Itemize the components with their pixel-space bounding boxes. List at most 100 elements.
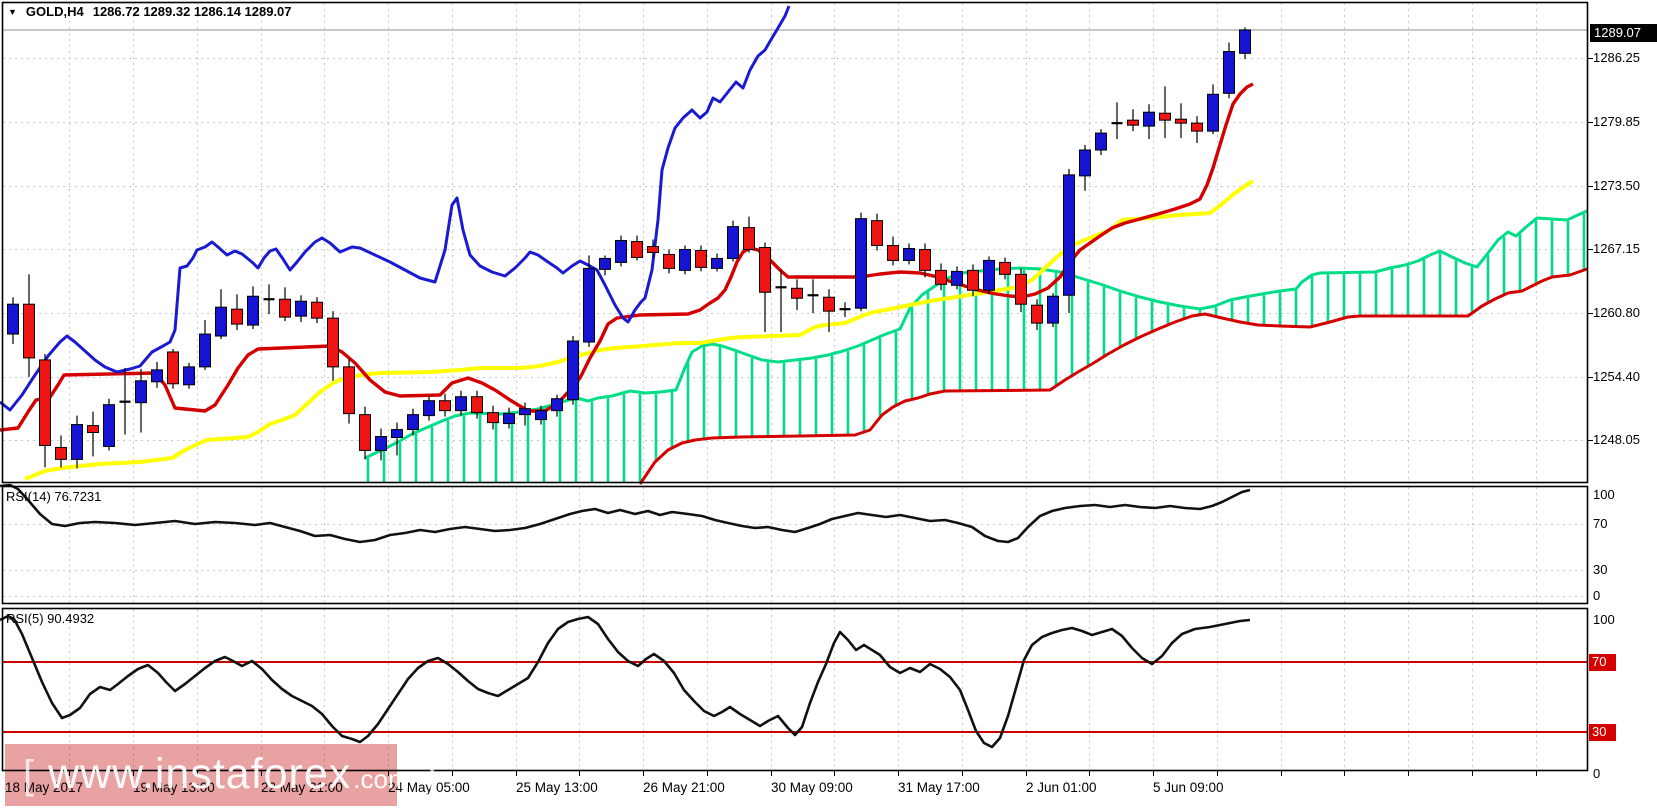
candle-bull bbox=[1143, 111, 1155, 127]
candle-bull bbox=[711, 257, 723, 269]
price-axis-label: 1248.05 bbox=[1593, 432, 1640, 447]
time-axis-label: 24 May 05:00 bbox=[388, 780, 470, 795]
watermark-bracket-right: ] bbox=[425, 753, 437, 797]
candle-bull bbox=[1239, 29, 1251, 54]
rsi5-axis-label: 100 bbox=[1593, 612, 1615, 627]
candle-bear bbox=[1175, 118, 1187, 124]
chart-title: ▼ GOLD,H4 1286.72 1289.32 1286.14 1289.0… bbox=[8, 4, 292, 19]
candle-bear bbox=[343, 366, 355, 415]
candle-bear bbox=[1031, 304, 1043, 324]
candle-bear bbox=[631, 241, 643, 258]
candle-bear bbox=[439, 400, 451, 412]
candle-bear bbox=[327, 317, 339, 368]
candle-bear bbox=[871, 220, 883, 247]
candle-bull bbox=[71, 424, 83, 460]
candle-bear bbox=[1159, 112, 1171, 121]
candle-bear bbox=[743, 227, 755, 250]
candle-bear bbox=[23, 303, 35, 359]
candle-bear bbox=[967, 269, 979, 291]
ohlc-values: 1286.72 1289.32 1286.14 1289.07 bbox=[92, 4, 292, 19]
candle-bear bbox=[695, 249, 707, 268]
candle-bull bbox=[519, 408, 531, 416]
watermark-background bbox=[5, 744, 397, 806]
price-axis-label: 1286.25 bbox=[1593, 50, 1640, 65]
candle-bull bbox=[1207, 93, 1219, 132]
senkou-span-b-line bbox=[638, 267, 1588, 485]
candle-bull bbox=[599, 257, 611, 270]
candle-bear bbox=[39, 359, 51, 446]
candle-bear bbox=[823, 296, 835, 312]
instaforex-watermark: [ www.instaforex .com ] bbox=[5, 744, 437, 806]
candle-bear bbox=[359, 414, 371, 451]
time-axis-label: 30 May 09:00 bbox=[771, 780, 853, 795]
candle-bear bbox=[1015, 273, 1027, 305]
candle-bull bbox=[583, 267, 595, 343]
candle-bull bbox=[1223, 51, 1235, 94]
candle-bull bbox=[903, 247, 915, 261]
candle-bull bbox=[855, 218, 867, 309]
candle-bull bbox=[679, 248, 691, 271]
watermark-url-suffix: .com bbox=[353, 764, 410, 794]
price-axis-label: 1279.85 bbox=[1593, 114, 1640, 129]
price-axis-label: 1267.15 bbox=[1593, 241, 1640, 256]
candle-bull bbox=[615, 240, 627, 263]
rsi5-axis-label: 0 bbox=[1593, 766, 1601, 781]
price-axis-label: 1254.40 bbox=[1593, 369, 1640, 384]
candle-bull bbox=[199, 333, 211, 368]
candle-bull bbox=[455, 396, 467, 412]
candle-bull bbox=[103, 404, 115, 447]
candle-bear bbox=[167, 351, 179, 385]
candle-bear bbox=[759, 247, 771, 293]
rsi14-line bbox=[0, 483, 1251, 544]
price-axis-label: 1260.80 bbox=[1593, 305, 1640, 320]
candle-bear bbox=[663, 253, 675, 269]
candle-bull bbox=[1079, 149, 1091, 177]
candle-bear bbox=[647, 246, 659, 253]
candle-bear bbox=[935, 269, 947, 285]
time-axis-label: 2 Jun 01:00 bbox=[1026, 780, 1097, 795]
candle-bull bbox=[215, 306, 227, 337]
candle-bear bbox=[471, 396, 483, 414]
chikou-span-line bbox=[0, 5, 791, 412]
candle-bear bbox=[279, 298, 291, 318]
watermark-url: www.instaforex bbox=[48, 750, 352, 798]
rsi14-axis-label: 70 bbox=[1593, 516, 1608, 531]
time-axis-label: 5 Jun 09:00 bbox=[1153, 780, 1224, 795]
candle-bull bbox=[727, 226, 739, 259]
candle-bull bbox=[567, 340, 579, 401]
candle-bear bbox=[311, 301, 323, 319]
candle-bull bbox=[183, 366, 195, 386]
main-chart-panel[interactable] bbox=[1, 1, 1589, 484]
candle-bear bbox=[919, 248, 931, 271]
rsi14-axis-label: 100 bbox=[1593, 487, 1615, 502]
rsi14-axis-label: 0 bbox=[1593, 588, 1601, 603]
candle-bull bbox=[1047, 295, 1059, 324]
candle-bear bbox=[999, 261, 1011, 275]
candle-bull bbox=[423, 400, 435, 417]
rsi5-line bbox=[0, 614, 1251, 749]
candle-bull bbox=[951, 270, 963, 286]
candle-bear bbox=[87, 425, 99, 434]
candle-bull bbox=[983, 259, 995, 291]
rsi5-panel[interactable] bbox=[1, 607, 1589, 772]
candle-bull bbox=[503, 413, 515, 425]
rsi5-indicator-label: RSI(5) 90.4932 bbox=[6, 611, 95, 626]
candle-bull bbox=[535, 410, 547, 421]
candle-bear bbox=[231, 308, 243, 325]
current-price-badge: 1289.07 bbox=[1590, 24, 1657, 42]
tenkan-sen-line bbox=[0, 82, 1254, 432]
senkou-span-a-line bbox=[364, 209, 1588, 460]
rsi5-level-badge: 30 bbox=[1589, 724, 1616, 741]
candle-bull bbox=[551, 398, 563, 412]
rsi5-level-badge: 70 bbox=[1589, 654, 1616, 671]
candle-bear bbox=[1191, 122, 1203, 132]
candle-bull bbox=[375, 436, 387, 451]
candle-bull bbox=[1063, 174, 1075, 296]
candle-bear bbox=[791, 287, 803, 299]
price-axis-label: 1273.50 bbox=[1593, 178, 1640, 193]
chevron-down-icon[interactable]: ▼ bbox=[8, 6, 17, 17]
rsi14-panel[interactable] bbox=[1, 485, 1589, 605]
candle-bull bbox=[135, 380, 147, 404]
